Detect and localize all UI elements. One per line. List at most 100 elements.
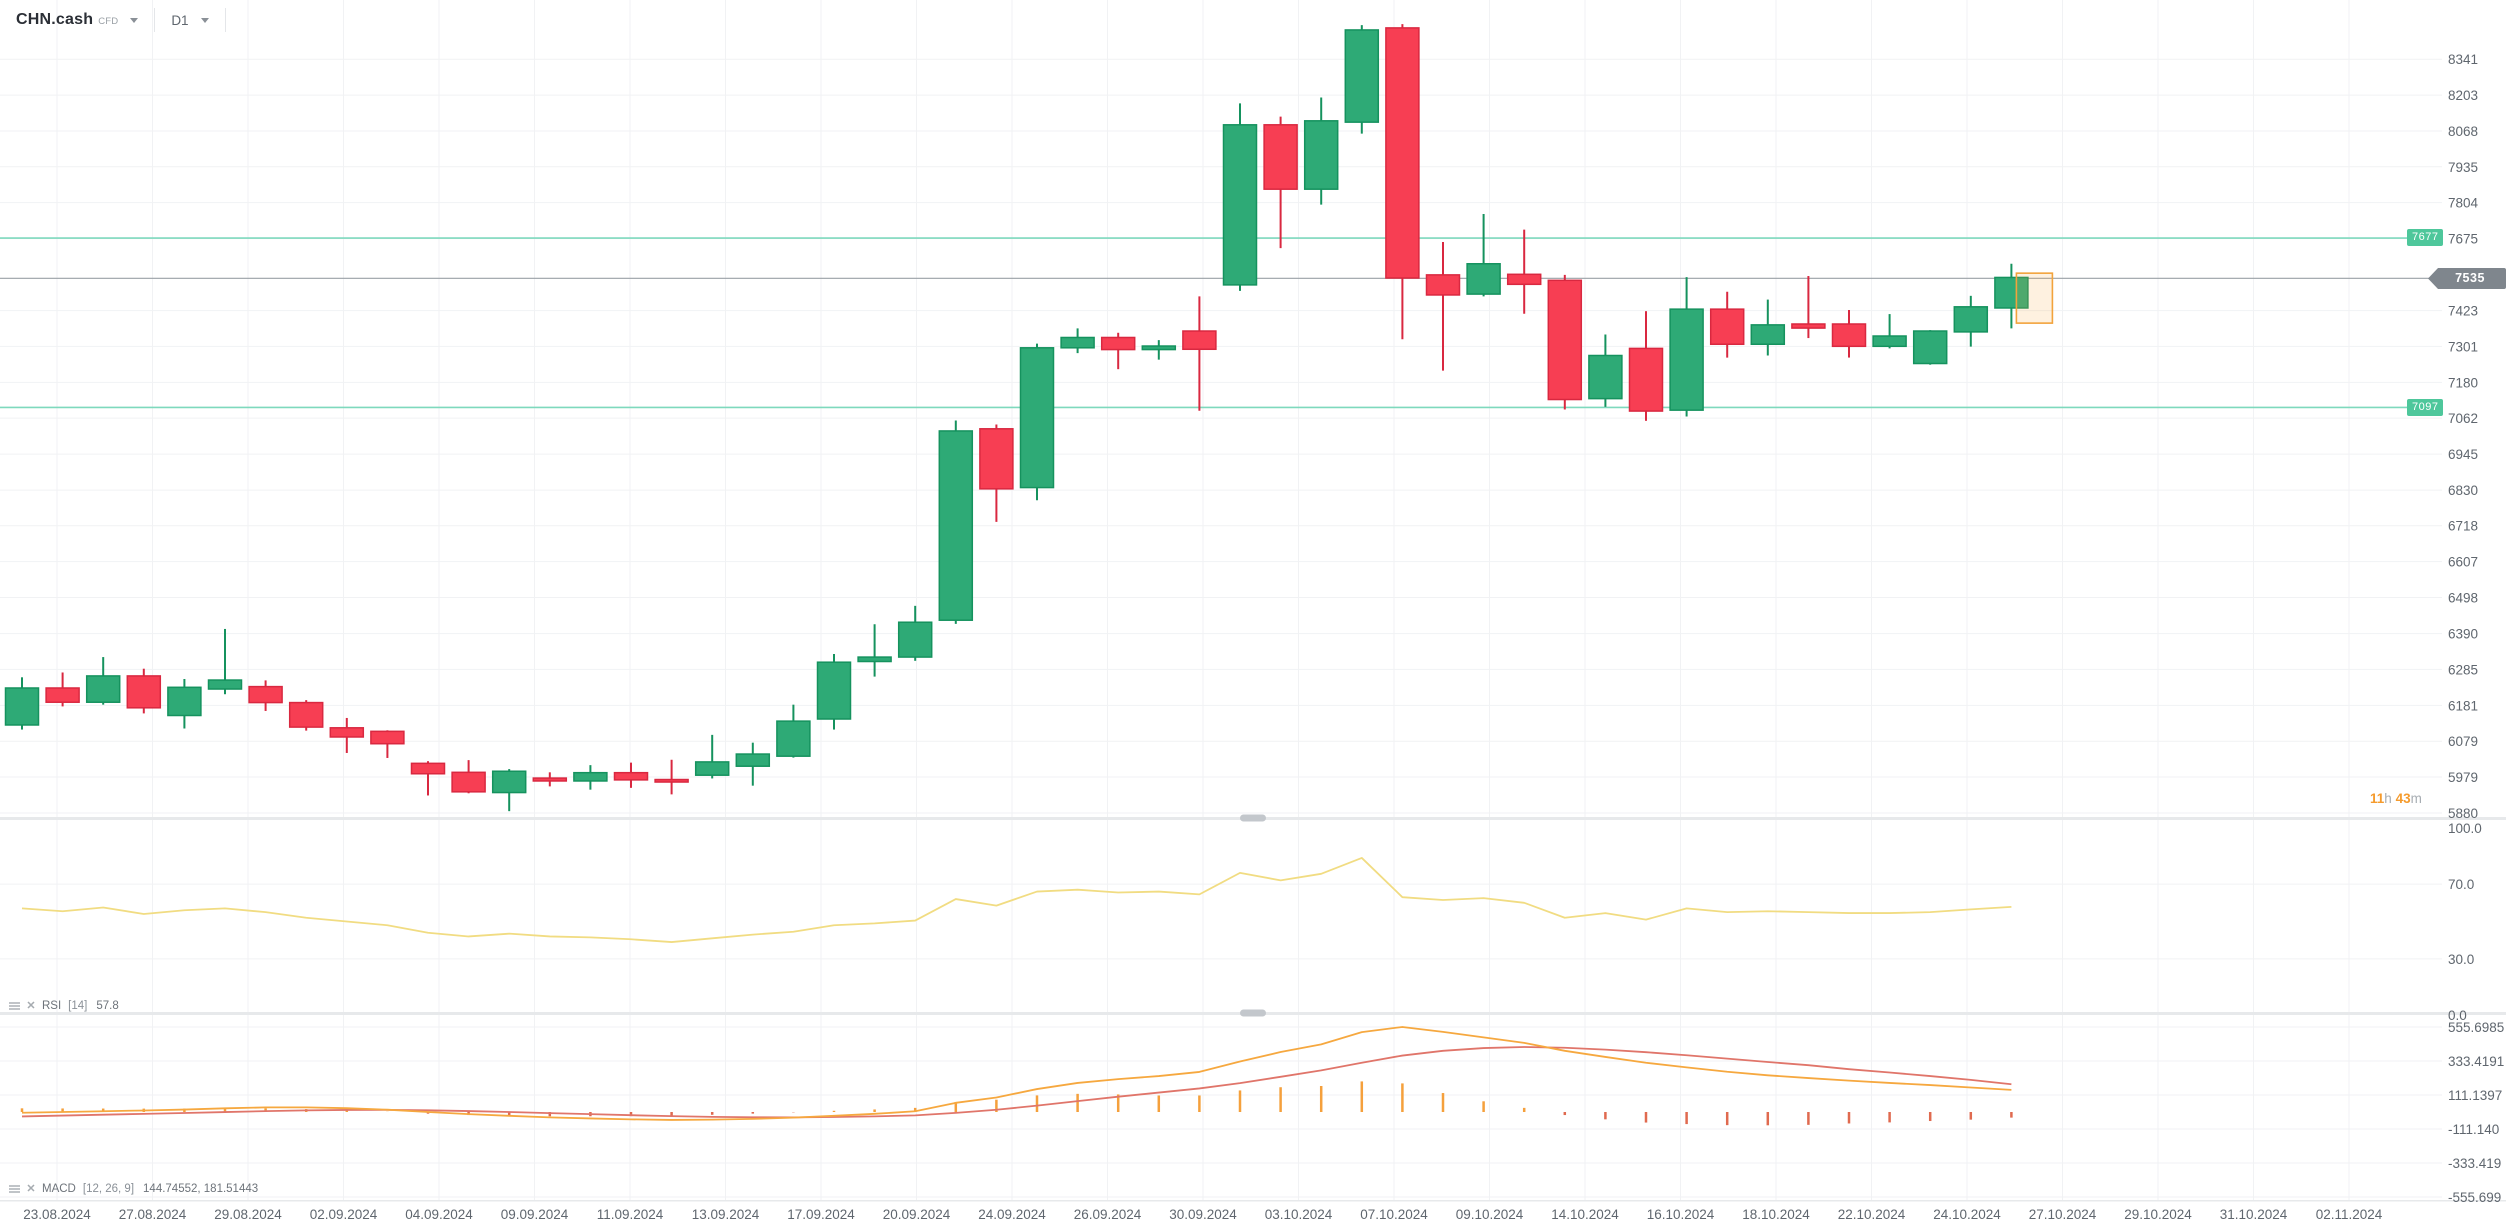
candle — [694, 734, 730, 779]
candle-body — [288, 701, 324, 728]
rsi-axis-label: 100.0 — [2448, 821, 2482, 836]
macd-axis-label: 333.4191 — [2448, 1054, 2504, 1069]
date-axis-label: 30.09.2024 — [1169, 1207, 1237, 1222]
symbol-selector[interactable]: CHN.cash CFD — [16, 11, 118, 29]
pane-separators — [0, 814, 2506, 1202]
date-axis-label: 31.10.2024 — [2220, 1207, 2288, 1222]
macd-axis-label: 111.1397 — [2448, 1088, 2502, 1103]
candle-body — [1588, 354, 1623, 400]
timeframe-selector[interactable]: D1 — [171, 12, 209, 28]
candle — [1060, 328, 1095, 354]
date-axis-label: 14.10.2024 — [1551, 1207, 1619, 1222]
chevron-down-icon — [130, 17, 139, 23]
candle-body — [85, 675, 121, 703]
candle — [1425, 241, 1461, 371]
date-axis-label: 17.09.2024 — [787, 1207, 855, 1222]
indicator-close-icon[interactable]: ✕ — [26, 1000, 36, 1012]
candle — [613, 762, 649, 788]
macd-line — [21, 1026, 2012, 1121]
candle-body — [1385, 27, 1420, 279]
candle — [1791, 276, 1826, 339]
pane-resize-handle[interactable] — [1240, 1009, 1266, 1017]
lower-level-price-tag[interactable]: 7097 — [2407, 399, 2444, 416]
candle — [45, 672, 80, 707]
candle — [857, 624, 892, 677]
rsi-indicator-label: ✕ RSI [14] 57.8 — [8, 1000, 119, 1012]
candle — [126, 668, 162, 714]
candle — [1588, 334, 1623, 407]
candle-body — [1222, 124, 1258, 286]
candle-body — [1466, 263, 1501, 295]
instrument-type-label: CFD — [98, 16, 119, 27]
candle — [938, 420, 974, 624]
candle-body — [1791, 323, 1826, 329]
price-axis-label: 6181 — [2448, 698, 2478, 713]
date-axis-label: 24.10.2024 — [1933, 1207, 2001, 1222]
rsi-line — [21, 857, 2012, 943]
axis-labels: 8341 8203 8068 7935 7804 7675 7423 7301 7180 7062… — [23, 52, 2504, 1222]
indicator-settings-icon[interactable] — [8, 1183, 20, 1195]
candle-body — [938, 430, 974, 621]
candle — [654, 759, 689, 795]
candle — [1344, 25, 1380, 134]
candle — [1100, 332, 1136, 370]
candle-body — [694, 761, 730, 776]
candle — [288, 700, 324, 731]
price-axis-label: 7804 — [2448, 196, 2479, 211]
macd-axis-label: -333.419 — [2448, 1156, 2501, 1171]
date-axis-label: 24.09.2024 — [978, 1207, 1046, 1222]
candle-body — [329, 727, 365, 738]
candle — [4, 677, 40, 730]
date-axis-label: 16.10.2024 — [1647, 1207, 1715, 1222]
date-axis-label: 11.09.2024 — [597, 1207, 664, 1222]
candle-body — [1506, 273, 1542, 286]
rsi-axis-label: 30.0 — [2448, 952, 2474, 967]
candle-body — [1303, 120, 1339, 190]
date-axis-label: 03.10.2024 — [1265, 1207, 1333, 1222]
symbol-name: CHN.cash — [16, 11, 94, 28]
candle-body — [1141, 345, 1177, 351]
price-axis-label: 7062 — [2448, 411, 2478, 426]
candle — [1222, 103, 1258, 291]
countdown-hours: 11 — [2370, 791, 2385, 806]
price-axis-label: 6390 — [2448, 627, 2478, 642]
rsi-value: 57.8 — [96, 1000, 119, 1012]
candlestick-series — [4, 24, 2029, 812]
candle-body — [897, 621, 933, 658]
candle-body — [1344, 29, 1380, 123]
macd-series — [20, 1026, 2013, 1126]
macd-values: 144.74552, 181.51443 — [143, 1183, 259, 1195]
macd-params: [12, 26, 9] — [82, 1183, 135, 1195]
upper-level-price-tag[interactable]: 7677 — [2407, 229, 2444, 246]
timeframe-label: D1 — [171, 12, 189, 28]
pane-resize-handle[interactable] — [1240, 814, 1266, 822]
price-axis-label: 6498 — [2448, 591, 2478, 606]
candle — [776, 704, 811, 758]
candle — [248, 680, 283, 711]
candle — [1303, 97, 1339, 205]
indicator-settings-icon[interactable] — [8, 1000, 20, 1012]
candle — [1019, 343, 1055, 501]
candle-body — [370, 730, 405, 745]
candle-body — [1912, 330, 1948, 365]
candle — [1628, 311, 1664, 421]
candle-body — [613, 771, 649, 781]
date-axis-label: 29.08.2024 — [214, 1207, 282, 1222]
candle-body — [979, 428, 1014, 490]
header-divider — [154, 8, 156, 32]
gridlines — [0, 0, 2442, 1200]
candle — [329, 717, 365, 753]
candle — [1750, 299, 1786, 356]
candle-body — [857, 656, 892, 663]
candle-body — [735, 753, 771, 767]
price-axis-label: 8341 — [2448, 52, 2478, 67]
price-axis-label: 7301 — [2448, 339, 2478, 354]
indicator-close-icon[interactable]: ✕ — [26, 1183, 36, 1195]
date-axis-label: 20.09.2024 — [883, 1207, 951, 1222]
price-axis-label: 7935 — [2448, 160, 2478, 175]
candle — [1669, 277, 1704, 417]
candle-body — [1628, 347, 1664, 412]
date-axis-label: 22.10.2024 — [1838, 1207, 1906, 1222]
